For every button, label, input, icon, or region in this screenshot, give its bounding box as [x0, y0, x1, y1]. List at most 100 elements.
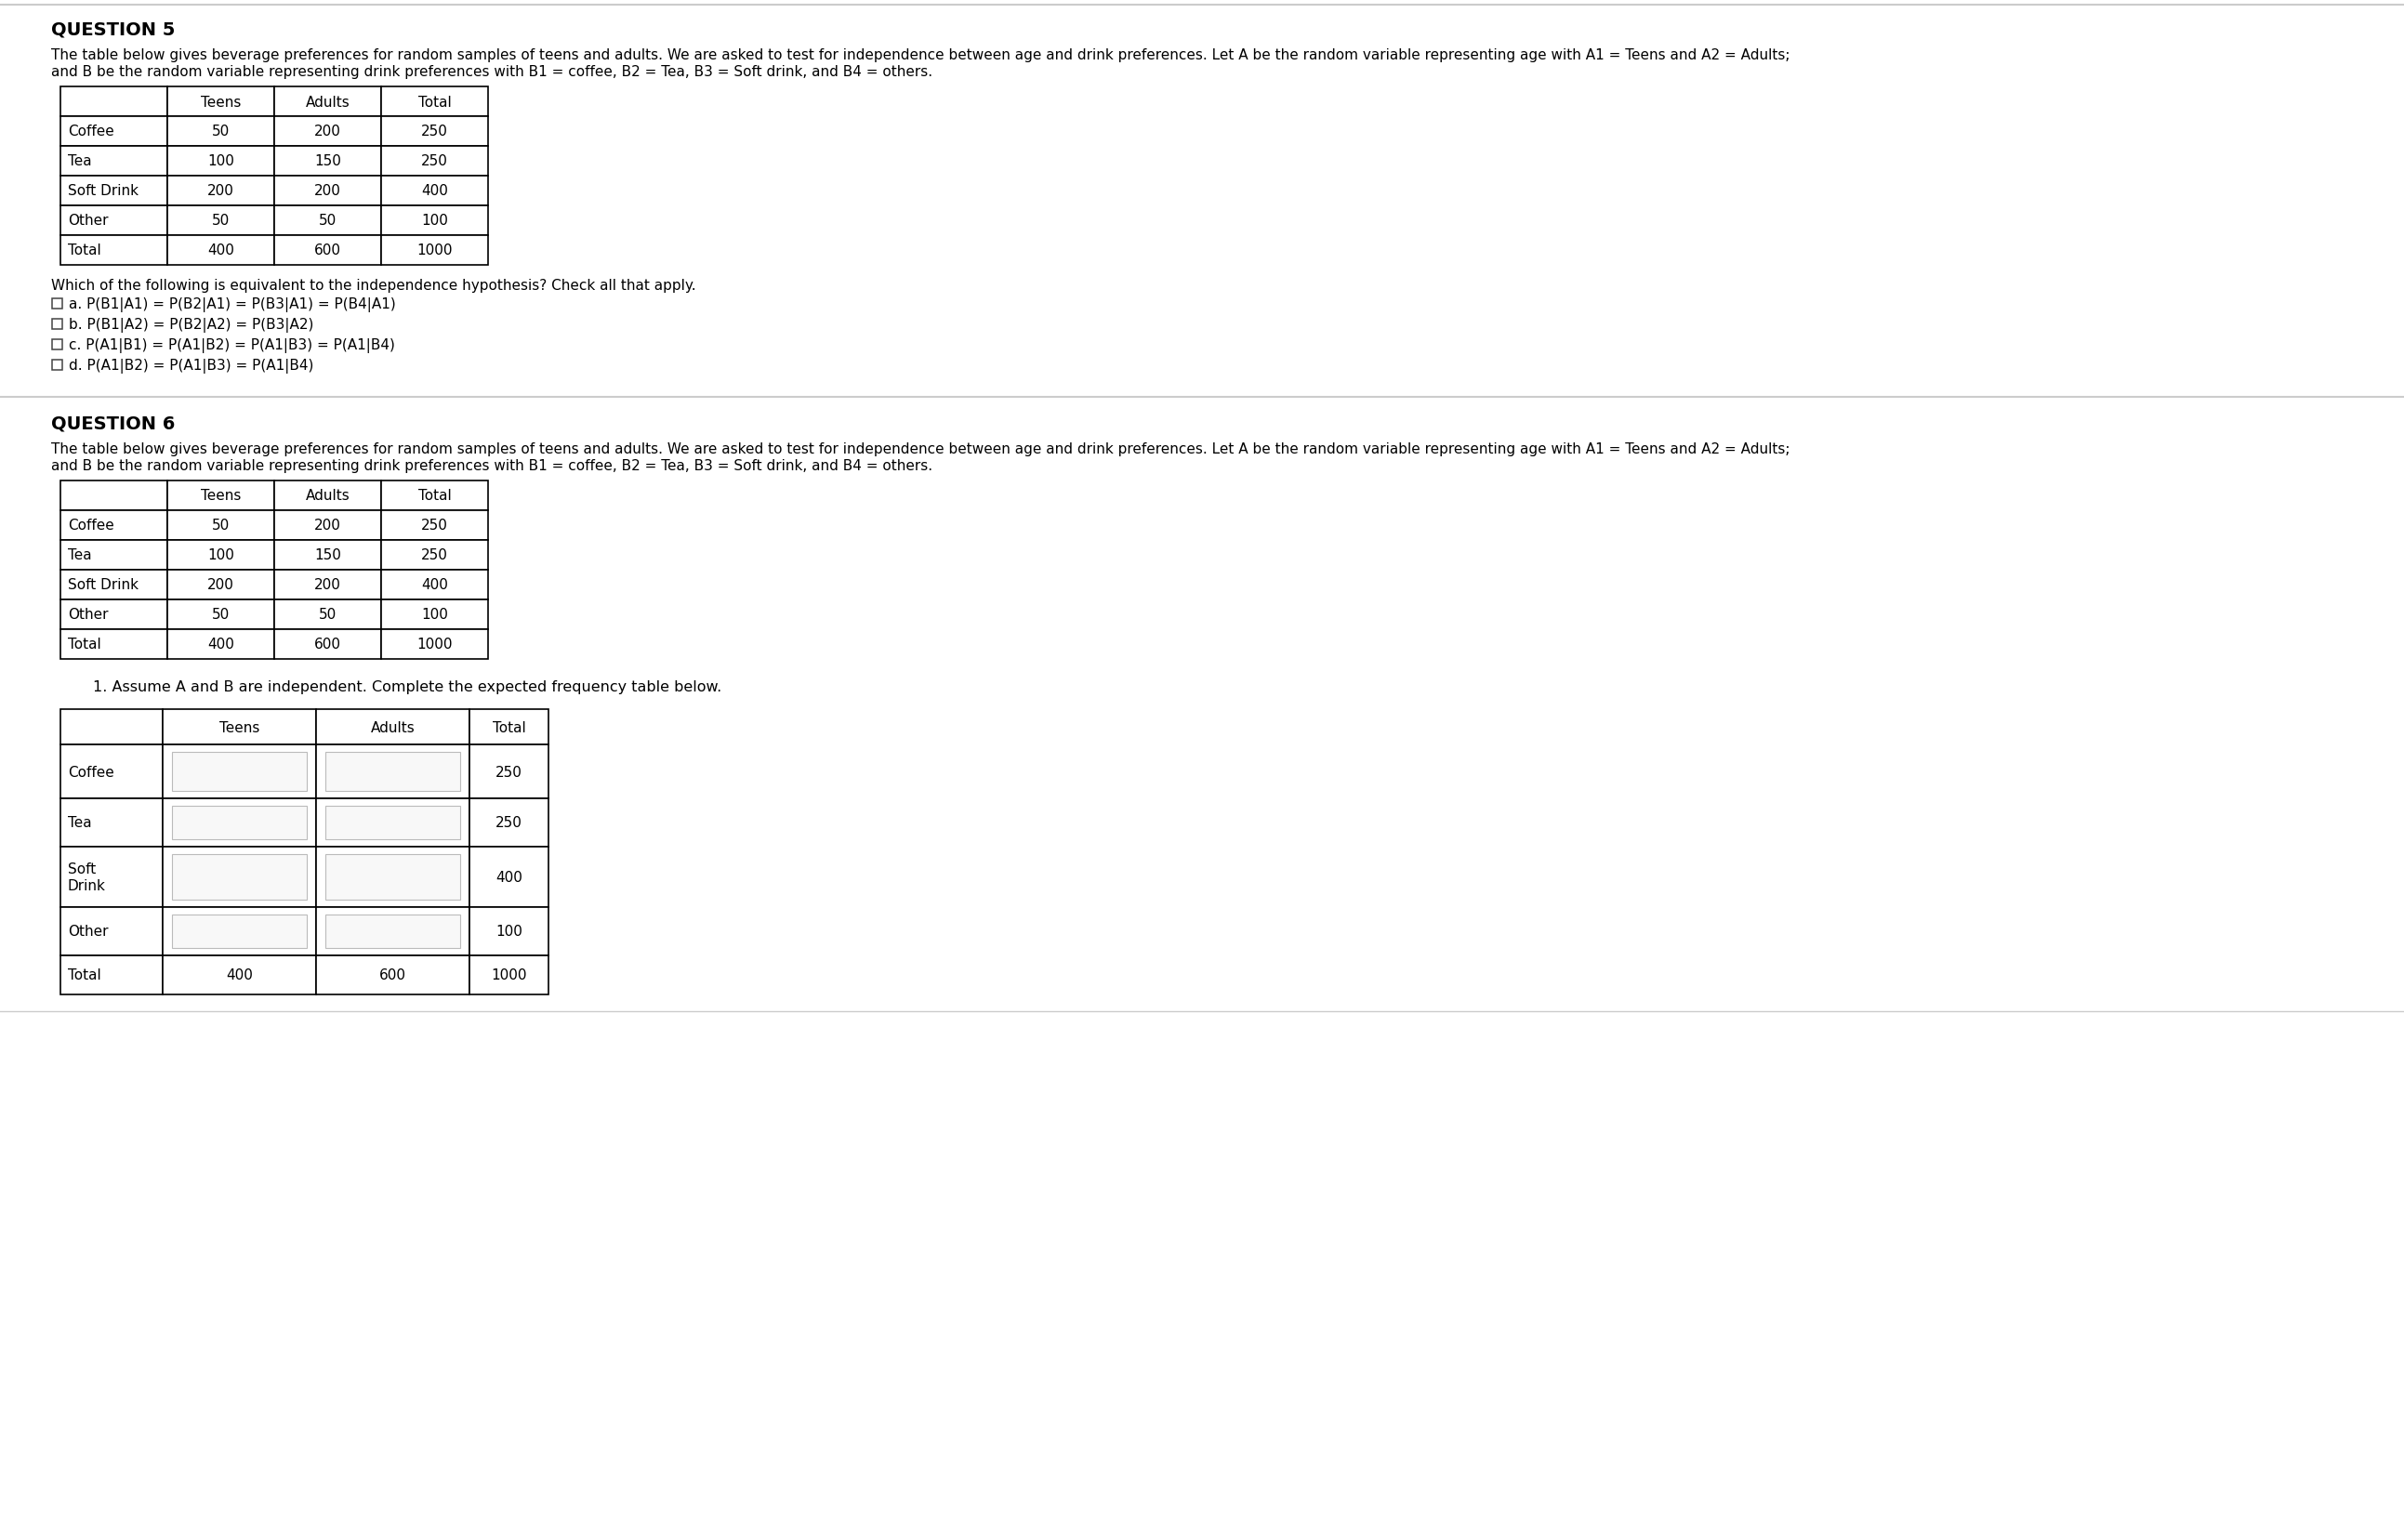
Bar — [469, 956, 548, 995]
Bar — [382, 480, 488, 511]
Bar — [469, 847, 548, 907]
Bar — [469, 799, 548, 847]
Bar — [53, 340, 63, 350]
Text: a. P(B1|A1) = P(B2|A1) = P(B3|A1) = P(B4|A1): a. P(B1|A1) = P(B2|A1) = P(B3|A1) = P(B4… — [70, 297, 397, 311]
Bar — [274, 480, 382, 511]
Bar — [60, 799, 163, 847]
Bar — [469, 907, 548, 956]
Text: 50: 50 — [212, 125, 231, 139]
Bar — [60, 511, 168, 541]
Text: and B be the random variable representing drink preferences with B1 = coffee, B2: and B be the random variable representin… — [50, 459, 933, 473]
Text: 250: 250 — [495, 765, 522, 779]
Text: Coffee: Coffee — [67, 519, 113, 533]
Text: 200: 200 — [315, 578, 341, 591]
Bar — [168, 601, 274, 630]
Text: 250: 250 — [495, 816, 522, 830]
Bar — [60, 88, 168, 117]
Bar — [274, 88, 382, 117]
Bar — [382, 146, 488, 177]
Text: Total: Total — [67, 243, 101, 257]
Bar — [315, 907, 469, 956]
Text: Tea: Tea — [67, 154, 91, 168]
Bar — [315, 956, 469, 995]
Text: Total: Total — [418, 490, 452, 504]
Text: 400: 400 — [421, 578, 447, 591]
Bar — [382, 88, 488, 117]
Bar — [173, 807, 308, 839]
Text: Which of the following is equivalent to the independence hypothesis? Check all t: Which of the following is equivalent to … — [50, 279, 695, 293]
Bar — [163, 956, 315, 995]
Bar — [60, 146, 168, 177]
Text: 1000: 1000 — [490, 969, 526, 983]
Text: 1000: 1000 — [416, 243, 452, 257]
Text: c. P(A1|B1) = P(A1|B2) = P(A1|B3) = P(A1|B4): c. P(A1|B1) = P(A1|B2) = P(A1|B3) = P(A1… — [70, 337, 394, 353]
Text: 50: 50 — [320, 608, 337, 622]
Bar — [60, 745, 163, 799]
Text: QUESTION 5: QUESTION 5 — [50, 20, 175, 39]
Text: 100: 100 — [495, 924, 522, 938]
Text: 50: 50 — [212, 608, 231, 622]
Text: 150: 150 — [315, 548, 341, 562]
Text: Soft
Drink: Soft Drink — [67, 862, 106, 892]
Text: b. P(B1|A2) = P(B2|A2) = P(B3|A2): b. P(B1|A2) = P(B2|A2) = P(B3|A2) — [70, 317, 313, 333]
Bar — [173, 855, 308, 899]
Bar — [274, 601, 382, 630]
Text: 150: 150 — [315, 154, 341, 168]
Text: 600: 600 — [380, 969, 406, 983]
Text: Soft Drink: Soft Drink — [67, 185, 139, 199]
Text: 200: 200 — [315, 125, 341, 139]
Text: The table below gives beverage preferences for random samples of teens and adult: The table below gives beverage preferenc… — [50, 48, 1791, 62]
Bar — [60, 480, 168, 511]
Bar — [53, 319, 63, 330]
Bar — [163, 907, 315, 956]
Text: Other: Other — [67, 214, 108, 228]
Bar — [382, 177, 488, 206]
Bar — [382, 601, 488, 630]
Bar — [60, 907, 163, 956]
Bar — [274, 117, 382, 146]
Bar — [274, 541, 382, 570]
Bar — [325, 807, 459, 839]
Text: 400: 400 — [226, 969, 252, 983]
Bar — [173, 915, 308, 949]
Bar — [315, 799, 469, 847]
Bar — [325, 915, 459, 949]
Text: 1. Assume A and B are independent. Complete the expected frequency table below.: 1. Assume A and B are independent. Compl… — [94, 679, 721, 695]
Bar — [163, 710, 315, 745]
Text: 100: 100 — [421, 608, 447, 622]
Text: Teens: Teens — [200, 95, 240, 109]
Bar — [274, 177, 382, 206]
Bar — [382, 117, 488, 146]
Text: Other: Other — [67, 924, 108, 938]
Bar — [168, 117, 274, 146]
Text: 100: 100 — [207, 548, 233, 562]
Bar — [325, 855, 459, 899]
Bar — [163, 799, 315, 847]
Text: Teens: Teens — [200, 490, 240, 504]
Text: 50: 50 — [212, 519, 231, 533]
Bar — [53, 299, 63, 310]
Bar — [382, 630, 488, 659]
Bar — [168, 88, 274, 117]
Text: 400: 400 — [207, 243, 233, 257]
Bar — [60, 601, 168, 630]
Text: 250: 250 — [421, 154, 447, 168]
Bar — [168, 146, 274, 177]
Text: Tea: Tea — [67, 548, 91, 562]
Text: Coffee: Coffee — [67, 125, 113, 139]
Text: 50: 50 — [320, 214, 337, 228]
Text: 200: 200 — [315, 519, 341, 533]
Text: 100: 100 — [421, 214, 447, 228]
Text: Total: Total — [67, 969, 101, 983]
Bar — [382, 511, 488, 541]
Text: Total: Total — [493, 721, 526, 735]
Bar — [163, 847, 315, 907]
Text: Total: Total — [67, 638, 101, 651]
Text: Adults: Adults — [305, 490, 351, 504]
Bar — [168, 630, 274, 659]
Text: The table below gives beverage preferences for random samples of teens and adult: The table below gives beverage preferenc… — [50, 442, 1791, 456]
Text: 1000: 1000 — [416, 638, 452, 651]
Text: and B be the random variable representing drink preferences with B1 = coffee, B2: and B be the random variable representin… — [50, 65, 933, 79]
Bar — [60, 177, 168, 206]
Bar — [274, 570, 382, 601]
